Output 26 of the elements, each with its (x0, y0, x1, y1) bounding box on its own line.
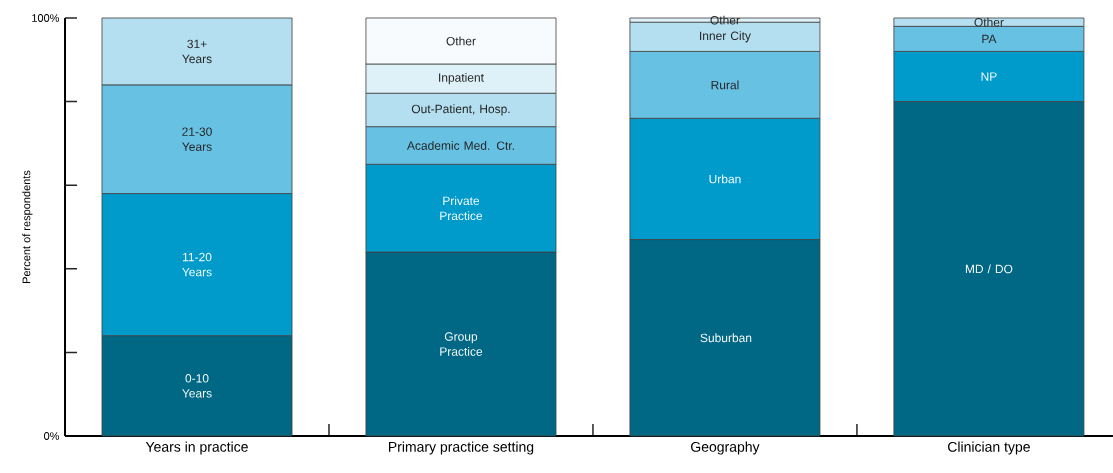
series-label: Rural (711, 80, 739, 90)
x-tick-label: Geography (691, 441, 760, 455)
series-label: 11-20 Years (182, 252, 212, 277)
series-label: Suburban (700, 333, 752, 343)
series-label: 0-10 Years (182, 374, 212, 398)
x-tick-label: Years in practice (145, 441, 248, 455)
series-label: Out-Patient, Hosp. (411, 104, 510, 116)
y-tick-label: 0% (44, 432, 60, 440)
series-label: Inner City (700, 31, 751, 43)
series-label: 31+ Years (182, 39, 212, 64)
series-label: Private Practice (440, 196, 483, 221)
series-label: Academic Med. Ctr. (406, 141, 514, 150)
y-axis-title: Percent of respondents (22, 170, 33, 283)
series-label: 21-30 Years (182, 127, 212, 151)
x-tick-label: Clinician type (948, 441, 1030, 455)
x-tick-label: Primary practice setting (388, 441, 534, 455)
series-label: Urban (709, 174, 741, 184)
series-label: PA (982, 34, 997, 44)
series-label: Inpatient (439, 73, 484, 85)
series-label: NP (981, 72, 997, 81)
series-label: Other (710, 15, 740, 25)
y-tick-label: 100% (32, 14, 60, 22)
series-label: MD / DO (965, 264, 1013, 274)
series-label: Other (974, 17, 1004, 27)
series-label: Group Practice (440, 332, 483, 356)
series-label: Other (446, 36, 476, 46)
